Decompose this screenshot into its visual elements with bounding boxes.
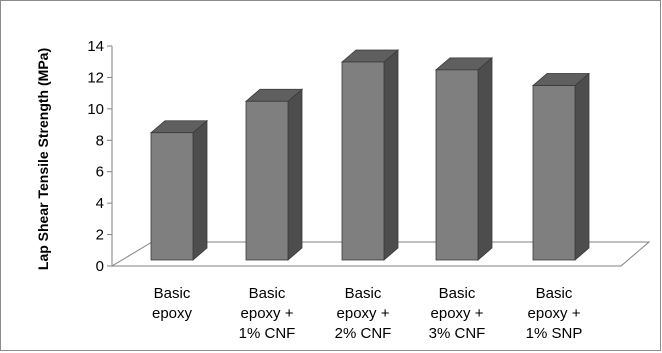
- bar-side: [477, 56, 493, 261]
- x-tick-label-line: 2% CNF: [335, 325, 392, 342]
- x-tick-label-line: Basic: [536, 285, 573, 302]
- y-axis-label: Lap Shear Tensile Strength (MPa): [35, 48, 51, 270]
- floor-outline: [110, 241, 651, 267]
- x-tick-label-line: Basic: [154, 285, 191, 302]
- x-tick-label-line: 1% CNF: [239, 325, 296, 342]
- x-tick-label-line: epoxy +: [431, 305, 484, 322]
- x-tick-label-line: 1% SNP: [526, 325, 583, 342]
- bars: [149, 49, 591, 261]
- y-tick-label: 10: [87, 101, 104, 118]
- bar-front: [532, 85, 576, 261]
- y-tick-label: 8: [96, 132, 104, 149]
- x-tick-label: Basic epoxy + 3% CNF: [429, 285, 486, 342]
- bar-side: [574, 72, 590, 261]
- y-tick-label: 6: [96, 164, 104, 181]
- bar: [340, 49, 400, 261]
- x-tick-label: Basic epoxy + 1% SNP: [526, 285, 583, 342]
- x-tick-label: Basic epoxy + 1% CNF: [239, 285, 296, 342]
- x-tick-label: Basic epoxy + 2% CNF: [335, 285, 392, 342]
- x-tick-label-line: epoxy +: [241, 305, 294, 322]
- y-tick-label: 4: [96, 195, 104, 212]
- x-tick-label-line: Basic: [439, 285, 476, 302]
- bar: [244, 88, 304, 261]
- x-tick-label-line: 3% CNF: [429, 325, 486, 342]
- x-tick-label-line: epoxy +: [337, 305, 390, 322]
- axes: [107, 45, 113, 267]
- y-tick-label: 2: [96, 227, 104, 244]
- y-tick-label: 0: [96, 258, 104, 275]
- bar-side: [383, 49, 399, 261]
- y-tick-label: 12: [87, 69, 104, 86]
- x-tick-label-line: epoxy: [152, 305, 193, 322]
- bar: [434, 56, 494, 261]
- bar-side: [287, 88, 303, 261]
- y-tick-label: 14: [87, 38, 104, 55]
- bar-front: [150, 132, 194, 261]
- bar-front: [435, 69, 479, 261]
- x-tick-label-line: Basic: [249, 285, 286, 302]
- x-tick-labels: Basic epoxy Basic epoxy + 1% CNF Basic epoxy +…: [152, 285, 582, 342]
- bar: [531, 72, 591, 261]
- x-tick-label-line: Basic: [345, 285, 382, 302]
- bar-side: [192, 119, 208, 261]
- chart-floor: [110, 241, 651, 267]
- y-tick-labels: 0 2 4 6 8 10 12 14: [87, 38, 104, 275]
- bar: [149, 119, 209, 261]
- x-tick-label-line: epoxy +: [528, 305, 581, 322]
- bar-front: [245, 100, 289, 261]
- x-tick-label: Basic epoxy: [152, 285, 193, 322]
- bar-front: [341, 61, 385, 261]
